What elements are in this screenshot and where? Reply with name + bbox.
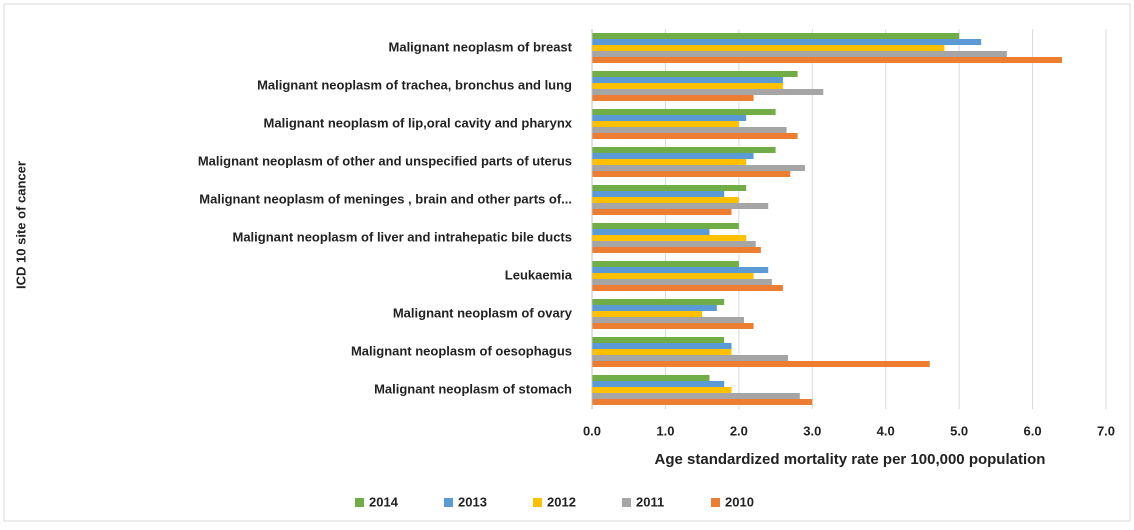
y-tick-label: Malignant neoplasm of trachea, bronchus …: [257, 77, 572, 92]
bar: [592, 71, 798, 77]
y-tick-label: Leukaemia: [505, 267, 573, 282]
bar: [592, 45, 945, 51]
chart-frame: [3, 3, 1131, 522]
x-tick-label: 2.0: [730, 423, 748, 438]
y-tick-label: Malignant neoplasm of meninges , brain a…: [199, 191, 572, 206]
bar: [592, 387, 732, 393]
bar: [592, 83, 783, 89]
bar: [592, 39, 982, 45]
bar: [592, 393, 800, 399]
bar: [592, 165, 805, 171]
bar: [592, 261, 739, 267]
y-tick-label: Malignant neoplasm of liver and intrahep…: [232, 229, 572, 244]
x-tick-label: 6.0: [1024, 423, 1042, 438]
bar: [592, 51, 1007, 57]
bar: [592, 185, 747, 191]
legend-label: 2013: [458, 494, 487, 509]
x-axis-label: Age standardized mortality rate per 100,…: [655, 451, 1046, 468]
y-tick-label: Malignant neoplasm of lip,oral cavity an…: [264, 115, 573, 130]
legend-label: 2010: [725, 494, 754, 509]
bar: [592, 355, 789, 361]
bar: [592, 323, 754, 329]
bar: [592, 95, 754, 101]
bar: [592, 133, 798, 139]
bar: [592, 299, 725, 305]
y-tick-label: Malignant neoplasm of ovary: [393, 305, 573, 320]
bar: [592, 121, 739, 127]
bar: [592, 197, 739, 203]
bar: [592, 109, 776, 115]
bar: [592, 311, 703, 317]
bar: [592, 279, 772, 285]
bar: [592, 267, 769, 273]
bar: [592, 381, 725, 387]
legend-swatch: [355, 498, 364, 507]
bar: [592, 57, 1062, 63]
bar: [592, 127, 787, 133]
x-tick-label: 5.0: [950, 423, 968, 438]
bar: [592, 153, 754, 159]
y-tick-label: Malignant neoplasm of stomach: [374, 381, 572, 396]
bar: [592, 89, 824, 95]
bar: [592, 305, 717, 311]
bar: [592, 223, 739, 229]
bar: [592, 115, 747, 121]
bar: [592, 285, 783, 291]
legend-label: 2014: [369, 494, 399, 509]
bar: [592, 361, 930, 367]
bar: [592, 317, 744, 323]
y-tick-label: Malignant neoplasm of oesophagus: [351, 343, 572, 358]
bar: [592, 343, 732, 349]
bar: [592, 241, 756, 247]
bar: [592, 147, 776, 153]
legend-label: 2011: [636, 494, 664, 509]
bar: [592, 159, 747, 165]
bar: [592, 337, 725, 343]
bar: [592, 203, 769, 209]
legend-swatch: [444, 498, 453, 507]
x-tick-label: 0.0: [583, 423, 601, 438]
bar: [592, 349, 732, 355]
bar: [592, 399, 813, 405]
x-tick-label: 4.0: [877, 423, 895, 438]
bar: [592, 209, 732, 215]
bar: [592, 33, 960, 39]
legend-label: 2012: [547, 494, 576, 509]
y-tick-label: Malignant neoplasm of breast: [389, 39, 573, 54]
x-tick-label: 7.0: [1097, 423, 1115, 438]
bar: [592, 191, 725, 197]
bar: [592, 77, 783, 83]
x-tick-label: 3.0: [803, 423, 821, 438]
x-tick-label: 1.0: [656, 423, 674, 438]
legend-swatch: [622, 498, 631, 507]
legend-swatch: [533, 498, 542, 507]
bar: [592, 273, 754, 279]
bar: [592, 171, 791, 177]
bar: [592, 375, 710, 381]
y-axis-label: ICD 10 site of cancer: [13, 161, 28, 289]
legend-swatch: [711, 498, 720, 507]
y-tick-label: Malignant neoplasm of other and unspecif…: [198, 153, 572, 168]
bar: [592, 229, 710, 235]
bar: [592, 247, 761, 253]
bar: [592, 235, 747, 241]
